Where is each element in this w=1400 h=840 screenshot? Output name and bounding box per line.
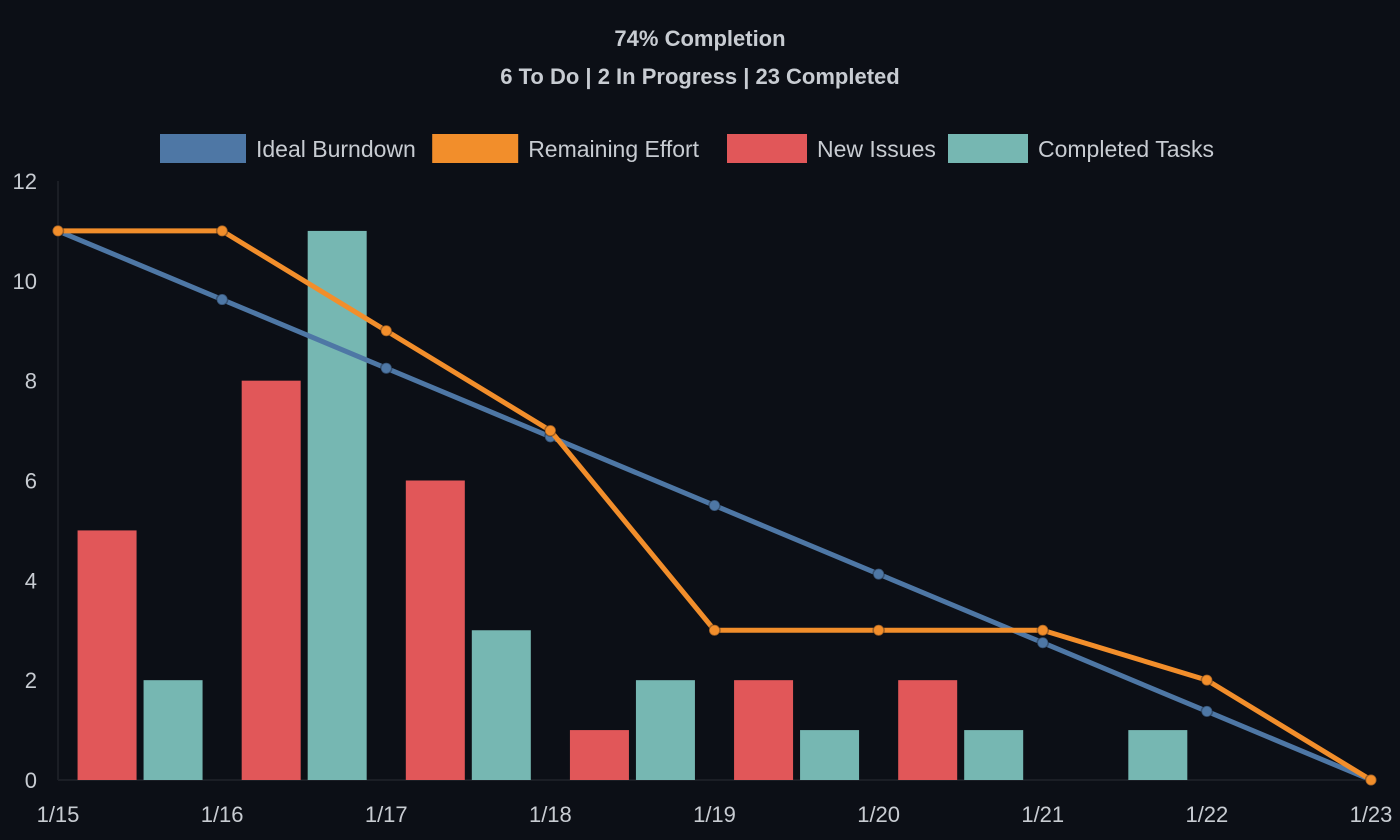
point-remaining-effort	[1036, 624, 1049, 637]
legend-swatch	[160, 134, 246, 163]
point-ideal-burndown	[380, 361, 393, 375]
point-ideal-burndown	[215, 293, 229, 306]
bar-series	[77, 230, 1188, 780]
legend-label: Ideal Burndown	[256, 136, 416, 162]
bar-completed-tasks	[964, 730, 1024, 780]
x-tick-label: 1/23	[1350, 802, 1393, 827]
y-tick-label: 12	[13, 169, 37, 194]
point-remaining-effort	[1200, 673, 1214, 687]
x-tick-label: 1/17	[365, 802, 408, 827]
chart-legend: Ideal Burndown Remaining Effort New Issues…	[160, 134, 1214, 163]
chart-title: 74% Completion	[614, 26, 786, 51]
bar-completed-tasks	[143, 680, 203, 780]
point-ideal-burndown	[708, 499, 721, 512]
legend-label: Remaining Effort	[528, 136, 699, 162]
bar-new-issues	[405, 480, 465, 780]
point-ideal-burndown	[872, 567, 885, 581]
point-ideal-burndown	[1036, 636, 1049, 649]
chart-axes: 0 2 4 6 8 10 12 1/15 1/16 1/17 1/18 1/19 1/20 1/21 1/2…	[13, 169, 1393, 827]
y-tick-label: 2	[25, 668, 37, 693]
chart-subtitle: 6 To Do | 2 In Progress | 23 Completed	[500, 64, 900, 89]
x-tick-label: 1/20	[857, 802, 900, 827]
x-tick-label: 1/19	[693, 802, 736, 827]
point-remaining-effort	[708, 624, 721, 637]
line-series	[51, 224, 1378, 787]
bar-new-issues	[569, 730, 629, 780]
legend-item-ideal-burndown: Ideal Burndown	[160, 134, 416, 163]
point-remaining-effort	[872, 624, 885, 637]
x-tick-label: 1/16	[201, 802, 244, 827]
point-remaining-effort	[544, 424, 557, 437]
bar-completed-tasks	[1128, 730, 1188, 780]
legend-swatch	[948, 134, 1028, 163]
legend-label: Completed Tasks	[1038, 136, 1214, 162]
bar-new-issues	[241, 380, 301, 780]
point-remaining-effort	[380, 324, 393, 337]
point-remaining-effort	[51, 224, 65, 238]
x-tick-label: 1/15	[37, 802, 80, 827]
bar-new-issues	[734, 680, 794, 780]
bar-completed-tasks	[471, 630, 531, 780]
legend-swatch	[432, 134, 519, 163]
point-remaining-effort	[1364, 773, 1378, 787]
y-tick-label: 4	[25, 568, 37, 593]
x-tick-label: 1/21	[1021, 802, 1064, 827]
bar-completed-tasks	[800, 730, 860, 780]
bar-completed-tasks	[307, 230, 367, 780]
legend-label: New Issues	[817, 136, 936, 162]
legend-item-remaining-effort: Remaining Effort	[432, 134, 700, 163]
y-tick-label: 8	[25, 369, 37, 394]
bar-completed-tasks	[635, 680, 695, 780]
point-remaining-effort	[215, 224, 229, 238]
point-ideal-burndown	[1200, 705, 1214, 718]
y-tick-label: 6	[25, 469, 37, 494]
bar-new-issues	[77, 530, 137, 780]
y-tick-label: 0	[25, 768, 37, 793]
y-tick-label: 10	[13, 269, 37, 294]
x-tick-label: 1/22	[1185, 802, 1228, 827]
legend-swatch	[727, 134, 807, 163]
bar-new-issues	[898, 680, 958, 780]
legend-item-new-issues: New Issues	[727, 134, 936, 163]
x-tick-label: 1/18	[529, 802, 572, 827]
legend-item-completed-tasks: Completed Tasks	[948, 134, 1214, 163]
